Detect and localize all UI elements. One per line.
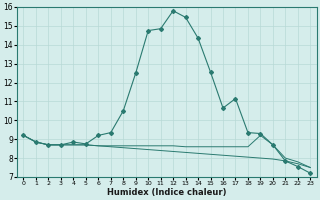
X-axis label: Humidex (Indice chaleur): Humidex (Indice chaleur) (107, 188, 227, 197)
